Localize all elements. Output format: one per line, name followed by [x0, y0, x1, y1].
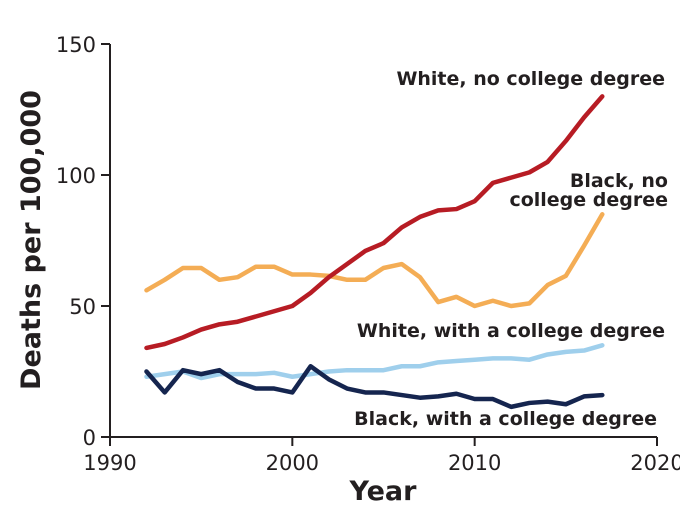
series-line-white-no-college-degree — [144, 94, 605, 351]
series-line-black-with-a-college-degree — [144, 364, 605, 410]
x-axis-title: Year — [349, 476, 418, 507]
x-tick-label: 2020 — [630, 451, 680, 475]
x-tick-label: 2000 — [266, 451, 319, 475]
y-tick-label: 100 — [56, 164, 96, 188]
x-tick-label: 1990 — [83, 451, 136, 475]
y-tick-label: 50 — [69, 295, 96, 319]
series-label: college degree — [509, 189, 668, 211]
series-label: White, with a college degree — [357, 320, 665, 342]
series-lines — [144, 94, 605, 410]
axes: 0 50 100 150 1990 2000 2010 2020 — [56, 33, 680, 475]
series-labels: White, no college degree Black, nocollege… — [354, 68, 668, 430]
y-axis-title: Deaths per 100,000 — [16, 90, 47, 390]
x-tick-label: 2010 — [448, 451, 501, 475]
series-label: White, no college degree — [396, 68, 665, 90]
series-line-black-no-college-degree — [144, 212, 605, 309]
y-tick-label: 0 — [83, 426, 96, 450]
series-label: Black, no — [570, 170, 668, 192]
y-tick-label: 150 — [56, 33, 96, 57]
series-label: Black, with a college degree — [354, 408, 657, 430]
